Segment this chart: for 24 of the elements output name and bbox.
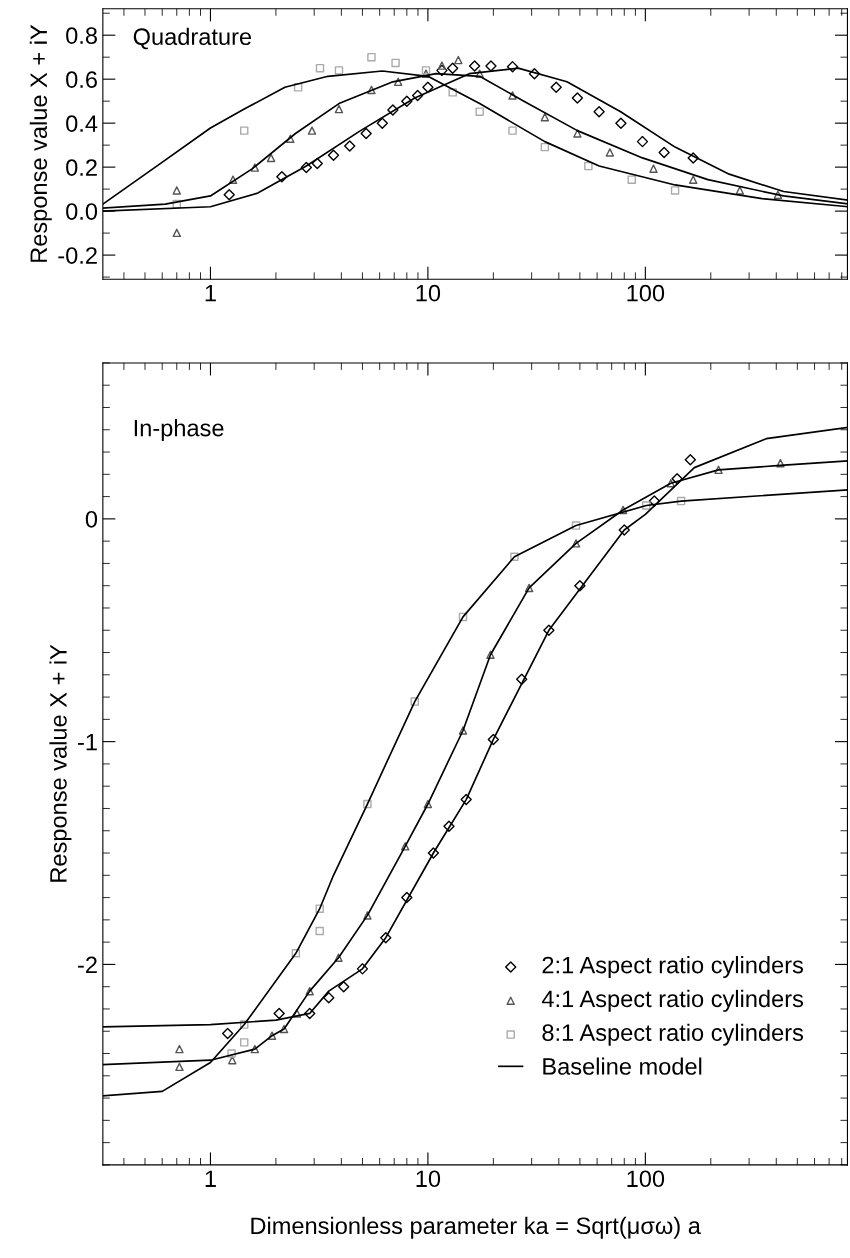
x-tick-label: 10 — [416, 1170, 441, 1188]
annotation: In-phase — [134, 419, 224, 442]
y-tick-label: 0 — [85, 510, 98, 528]
y-tick-label: 0.6 — [66, 71, 97, 88]
legend-label: Baseline model — [543, 1057, 702, 1075]
x-tick-label: 1 — [205, 285, 216, 302]
y-tick-label: 0.8 — [66, 27, 97, 44]
legend-label: 2:1 Aspect ratio cylinders — [542, 956, 804, 979]
y-tick-label: 0.2 — [66, 159, 97, 176]
y-tick-label: 0.0 — [66, 203, 98, 220]
y-tick-label: -1 — [78, 733, 97, 751]
legend-label: 8:1 Aspect ratio cylinders — [542, 1023, 804, 1046]
x-tick-label: 10 — [416, 284, 441, 302]
y-tick-label: 0.4 — [66, 115, 98, 132]
y-axis-title: Response value X + iY — [49, 644, 72, 882]
x-tick-label: 100 — [627, 1170, 665, 1188]
y-tick-label: -0.2 — [58, 247, 97, 264]
x-tick-label: 1 — [205, 1170, 216, 1187]
y-tick-label: -2 — [78, 956, 97, 973]
y-axis-title: Response value X + iY — [29, 24, 52, 262]
legend-label: 4:1 Aspect ratio cylinders — [541, 989, 804, 1012]
x-tick-label: 100 — [627, 284, 665, 302]
x-axis-title: Dimensionless parameter ka = Sqrt(μσω) a — [251, 1216, 701, 1239]
annotation: Quadrature — [133, 27, 252, 50]
